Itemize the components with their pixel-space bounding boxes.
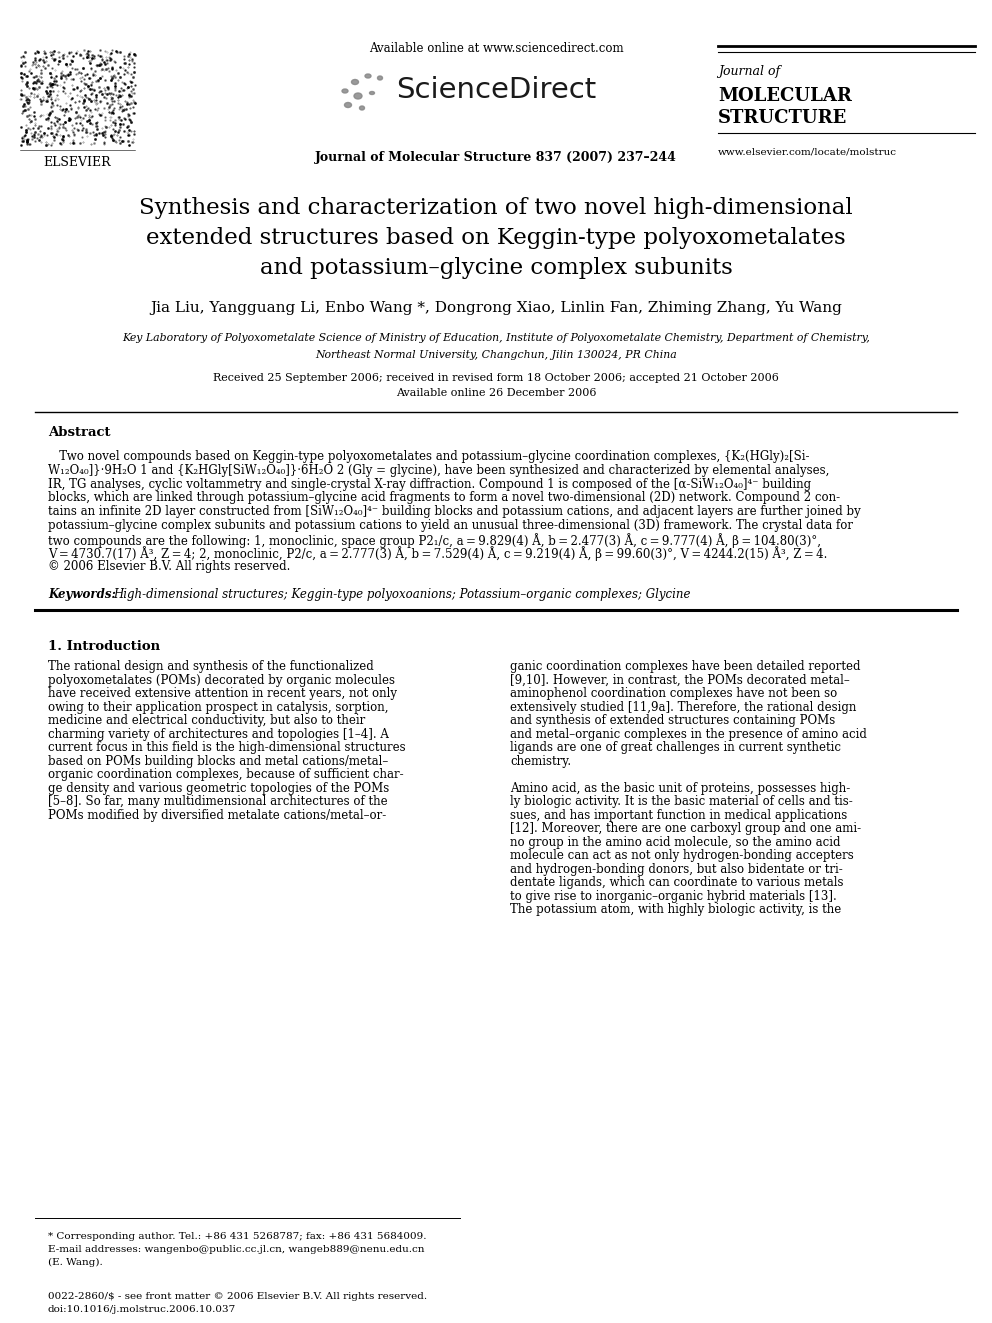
Text: ligands are one of great challenges in current synthetic: ligands are one of great challenges in c…: [510, 741, 841, 754]
Text: [9,10]. However, in contrast, the POMs decorated metal–: [9,10]. However, in contrast, the POMs d…: [510, 673, 850, 687]
Text: POMs modified by diversified metalate cations/metal–or-: POMs modified by diversified metalate ca…: [48, 808, 386, 822]
Text: current focus in this field is the high-dimensional structures: current focus in this field is the high-…: [48, 741, 406, 754]
Text: molecule can act as not only hydrogen-bonding accepters: molecule can act as not only hydrogen-bo…: [510, 849, 854, 863]
Text: Abstract: Abstract: [48, 426, 110, 438]
Text: to give rise to inorganic–organic hybrid materials [13].: to give rise to inorganic–organic hybrid…: [510, 889, 836, 902]
Text: The potassium atom, with highly biologic activity, is the: The potassium atom, with highly biologic…: [510, 904, 841, 917]
Text: Jia Liu, Yangguang Li, Enbo Wang *, Dongrong Xiao, Linlin Fan, Zhiming Zhang, Yu: Jia Liu, Yangguang Li, Enbo Wang *, Dong…: [150, 302, 842, 315]
Text: extensively studied [11,9a]. Therefore, the rational design: extensively studied [11,9a]. Therefore, …: [510, 701, 856, 713]
Text: tains an infinite 2D layer constructed from [SiW₁₂O₄₀]⁴⁻ building blocks and pot: tains an infinite 2D layer constructed f…: [48, 505, 861, 519]
Text: E-mail addresses: wangenbo@public.cc.jl.cn, wangeb889@nenu.edu.cn: E-mail addresses: wangenbo@public.cc.jl.…: [48, 1245, 425, 1254]
Text: 0022-2860/$ - see front matter © 2006 Elsevier B.V. All rights reserved.: 0022-2860/$ - see front matter © 2006 El…: [48, 1293, 428, 1301]
Text: Available online at www.sciencedirect.com: Available online at www.sciencedirect.co…: [369, 41, 623, 54]
Text: ScienceDirect: ScienceDirect: [396, 75, 596, 105]
Text: doi:10.1016/j.molstruc.2006.10.037: doi:10.1016/j.molstruc.2006.10.037: [48, 1304, 236, 1314]
Text: MOLECULAR: MOLECULAR: [718, 87, 852, 105]
Text: www.elsevier.com/locate/molstruc: www.elsevier.com/locate/molstruc: [718, 147, 897, 156]
Text: have received extensive attention in recent years, not only: have received extensive attention in rec…: [48, 687, 397, 700]
Text: aminophenol coordination complexes have not been so: aminophenol coordination complexes have …: [510, 687, 837, 700]
Text: and synthesis of extended structures containing POMs: and synthesis of extended structures con…: [510, 714, 835, 728]
Text: chemistry.: chemistry.: [510, 754, 571, 767]
Text: © 2006 Elsevier B.V. All rights reserved.: © 2006 Elsevier B.V. All rights reserved…: [48, 561, 291, 573]
Text: blocks, which are linked through potassium–glycine acid fragments to form a nove: blocks, which are linked through potassi…: [48, 491, 840, 504]
Text: medicine and electrical conductivity, but also to their: medicine and electrical conductivity, bu…: [48, 714, 365, 728]
Ellipse shape: [359, 106, 364, 110]
Text: ly biologic activity. It is the basic material of cells and tis-: ly biologic activity. It is the basic ma…: [510, 795, 853, 808]
Text: potassium–glycine complex subunits and potassium cations to yield an unusual thr: potassium–glycine complex subunits and p…: [48, 519, 853, 532]
Text: Key Laboratory of Polyoxometalate Science of Ministry of Education, Institute of: Key Laboratory of Polyoxometalate Scienc…: [122, 333, 870, 343]
Text: sues, and has important function in medical applications: sues, and has important function in medi…: [510, 808, 847, 822]
Text: dentate ligands, which can coordinate to various metals: dentate ligands, which can coordinate to…: [510, 876, 843, 889]
Text: organic coordination complexes, because of sufficient char-: organic coordination complexes, because …: [48, 769, 404, 781]
Text: charming variety of architectures and topologies [1–4]. A: charming variety of architectures and to…: [48, 728, 389, 741]
Text: Two novel compounds based on Keggin-type polyoxometalates and potassium–glycine : Two novel compounds based on Keggin-type…: [48, 450, 809, 463]
Text: based on POMs building blocks and metal cations/metal–: based on POMs building blocks and metal …: [48, 754, 388, 767]
Text: and hydrogen-bonding donors, but also bidentate or tri-: and hydrogen-bonding donors, but also bi…: [510, 863, 843, 876]
Text: Journal of Molecular Structure 837 (2007) 237–244: Journal of Molecular Structure 837 (2007…: [315, 152, 677, 164]
Text: Received 25 September 2006; received in revised form 18 October 2006; accepted 2: Received 25 September 2006; received in …: [213, 373, 779, 382]
Text: two compounds are the following: 1, monoclinic, space group P2₁/c, a = 9.829(4) : two compounds are the following: 1, mono…: [48, 533, 821, 548]
Ellipse shape: [369, 91, 375, 94]
Text: polyoxometalates (POMs) decorated by organic molecules: polyoxometalates (POMs) decorated by org…: [48, 673, 395, 687]
Text: The rational design and synthesis of the functionalized: The rational design and synthesis of the…: [48, 660, 374, 673]
Text: no group in the amino acid molecule, so the amino acid: no group in the amino acid molecule, so …: [510, 836, 840, 848]
Ellipse shape: [365, 74, 371, 78]
Text: and metal–organic complexes in the presence of amino acid: and metal–organic complexes in the prese…: [510, 728, 867, 741]
Text: V = 4730.7(17) Å³, Z = 4; 2, monoclinic, P2/c, a = 2.777(3) Å, b = 7.529(4) Å, c: V = 4730.7(17) Å³, Z = 4; 2, monoclinic,…: [48, 546, 827, 561]
Text: owing to their application prospect in catalysis, sorption,: owing to their application prospect in c…: [48, 701, 389, 713]
Ellipse shape: [351, 79, 358, 85]
Text: * Corresponding author. Tel.: +86 431 5268787; fax: +86 431 5684009.: * Corresponding author. Tel.: +86 431 52…: [48, 1232, 427, 1241]
Text: and potassium–glycine complex subunits: and potassium–glycine complex subunits: [260, 257, 732, 279]
Text: W₁₂O₄₀]}·9H₂O 1 and {K₂HGly[SiW₁₂O₄₀]}·6H₂O 2 (Gly = glycine), have been synthes: W₁₂O₄₀]}·9H₂O 1 and {K₂HGly[SiW₁₂O₄₀]}·6…: [48, 464, 829, 476]
Text: Keywords:: Keywords:: [48, 589, 116, 601]
Text: Northeast Normal University, Changchun, Jilin 130024, PR China: Northeast Normal University, Changchun, …: [315, 351, 677, 360]
Text: Amino acid, as the basic unit of proteins, possesses high-: Amino acid, as the basic unit of protein…: [510, 782, 850, 795]
Text: (E. Wang).: (E. Wang).: [48, 1258, 103, 1267]
Ellipse shape: [378, 75, 383, 79]
Text: extended structures based on Keggin-type polyoxometalates: extended structures based on Keggin-type…: [146, 228, 846, 249]
Text: ganic coordination complexes have been detailed reported: ganic coordination complexes have been d…: [510, 660, 860, 673]
Text: ELSEVIER: ELSEVIER: [44, 156, 111, 169]
Text: Journal of: Journal of: [718, 66, 780, 78]
Text: STRUCTURE: STRUCTURE: [718, 108, 847, 127]
Text: 1. Introduction: 1. Introduction: [48, 640, 160, 654]
Text: Synthesis and characterization of two novel high-dimensional: Synthesis and characterization of two no…: [139, 197, 853, 220]
Ellipse shape: [354, 93, 362, 99]
Text: IR, TG analyses, cyclic voltammetry and single-crystal X-ray diffraction. Compou: IR, TG analyses, cyclic voltammetry and …: [48, 478, 811, 491]
Text: [12]. Moreover, there are one carboxyl group and one ami-: [12]. Moreover, there are one carboxyl g…: [510, 822, 861, 835]
Ellipse shape: [342, 89, 348, 93]
Text: Available online 26 December 2006: Available online 26 December 2006: [396, 388, 596, 398]
Ellipse shape: [344, 102, 351, 107]
Text: High-dimensional structures; Keggin-type polyoxoanions; Potassium–organic comple: High-dimensional structures; Keggin-type…: [113, 589, 690, 601]
Text: ge density and various geometric topologies of the POMs: ge density and various geometric topolog…: [48, 782, 389, 795]
Text: [5–8]. So far, many multidimensional architectures of the: [5–8]. So far, many multidimensional arc…: [48, 795, 388, 808]
